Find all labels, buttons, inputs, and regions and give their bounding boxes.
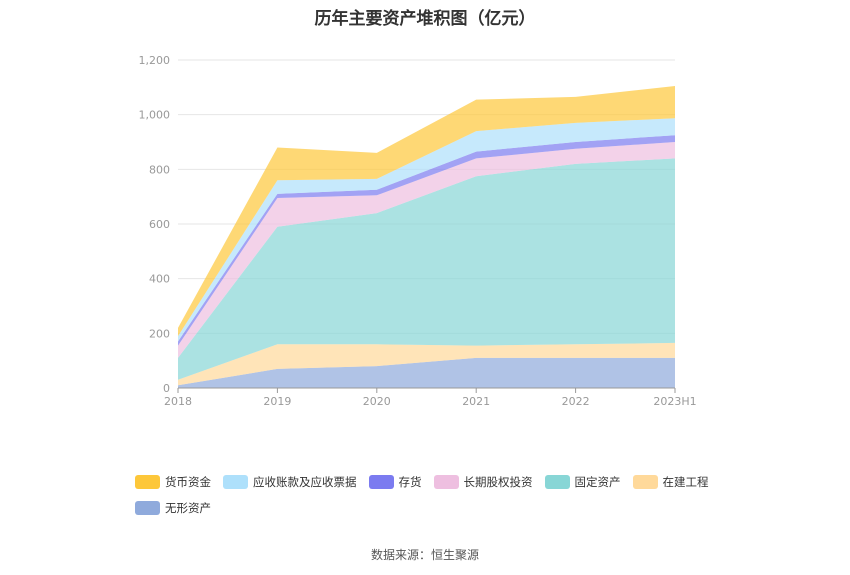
legend-swatch: [135, 475, 160, 489]
legend: 货币资金 应收账款及应收票据 存货 长期股权投资 固定资产 在建工程无形资产: [135, 472, 755, 524]
y-tick-label: 600: [149, 218, 170, 231]
y-tick-label: 1,000: [139, 109, 171, 122]
legend-label: 固定资产: [574, 475, 621, 489]
legend-item[interactable]: 货币资金: [135, 472, 211, 492]
y-tick-label: 400: [149, 273, 170, 286]
legend-swatch: [544, 475, 570, 489]
legend-label: 长期股权投资: [463, 475, 533, 489]
x-tick-label: 2019: [263, 395, 291, 408]
area-series-1[interactable]: [178, 342, 675, 386]
legend-label: 应收账款及应收票据: [253, 475, 357, 489]
x-tick-label: 2022: [562, 395, 590, 408]
legend-item[interactable]: 固定资产: [544, 472, 621, 492]
legend-label: 无形资产: [165, 501, 211, 515]
area-series-0[interactable]: [178, 357, 675, 388]
x-tick-label: 2020: [363, 395, 391, 408]
legend-item[interactable]: 应收账款及应收票据: [223, 472, 357, 492]
x-tick-label: 2023H1: [653, 395, 696, 408]
area-series-2[interactable]: [178, 158, 675, 380]
legend-item[interactable]: 无形资产: [135, 498, 211, 518]
legend-label: 存货: [398, 475, 422, 489]
legend-swatch: [135, 501, 160, 515]
legend-item[interactable]: 存货: [368, 472, 422, 492]
legend-swatch: [223, 475, 248, 489]
legend-swatch: [632, 475, 658, 489]
x-tick-label: 2021: [462, 395, 490, 408]
area-series-5[interactable]: [178, 118, 675, 342]
area-series: [178, 86, 675, 388]
legend-item[interactable]: 长期股权投资: [433, 472, 533, 492]
source-note: 数据来源：恒生聚源: [370, 548, 479, 562]
legend-item[interactable]: 在建工程: [632, 472, 709, 492]
chart-title: 历年主要资产堆积图（亿元）: [314, 9, 536, 29]
y-tick-label: 1,200: [139, 54, 171, 67]
area-series-6[interactable]: [178, 86, 675, 337]
x-tick-label: 2018: [164, 395, 192, 408]
axes: 0 200 400 600 800 1,000 1,200 2018 2019 2020 2021 2…: [139, 54, 697, 408]
legend-label: 在建工程: [662, 475, 709, 489]
y-tick-label: 200: [149, 327, 170, 340]
legend-swatch: [368, 475, 394, 489]
legend-swatch: [433, 475, 459, 489]
area-series-3[interactable]: [178, 142, 675, 358]
legend-label: 货币资金: [165, 475, 211, 489]
y-tick-label: 800: [149, 163, 170, 176]
y-tick-label: 0: [163, 382, 170, 395]
